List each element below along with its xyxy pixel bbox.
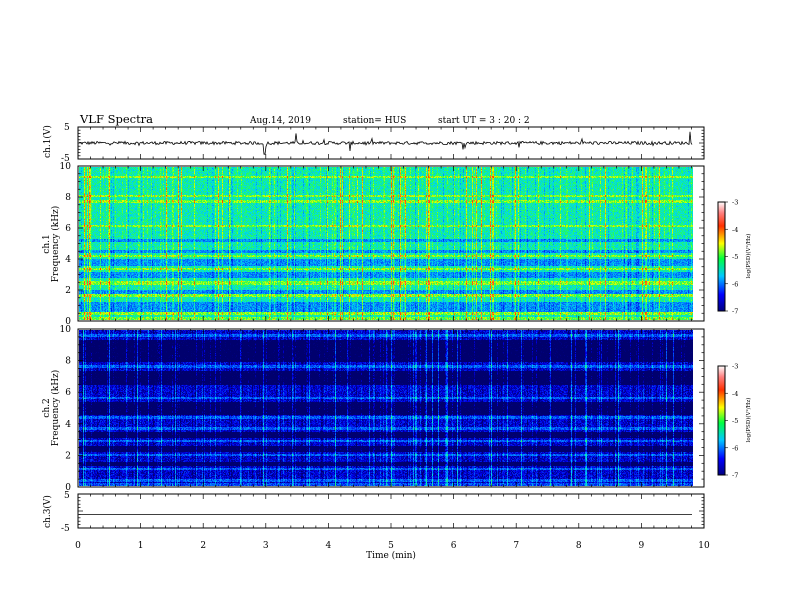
ch2-spec-ytick-label: 10 xyxy=(60,325,72,335)
ch1-wave-ytick-top: 5 xyxy=(64,123,70,133)
ch1-spec-ytick-label: 0 xyxy=(65,317,71,327)
ch3-wave-ytick-bottom: -5 xyxy=(61,524,70,534)
ch2-colorbar-tick-label: -7 xyxy=(732,472,738,480)
x-axis-tick-labels: 0 1 2 3 4 5 6 7 8 9 10 xyxy=(75,541,710,551)
ch2-spec-ylabel-frequency: Frequency (kHz) xyxy=(50,370,61,447)
ch1-colorbar-tick-label: -6 xyxy=(732,280,738,288)
ch2-colorbar-label: log(PSD)(V²/Hz) xyxy=(745,398,752,443)
ch1-waveform-panel: 5 -5 ch.1(V) xyxy=(42,123,705,164)
ch2-colorbar-tick-label: -5 xyxy=(732,417,738,425)
ch1-wave-ytick-bottom: -5 xyxy=(61,154,70,164)
ch1-colorbar-label: log(PSD)(V²/Hz) xyxy=(745,234,752,279)
x-tick-label: 6 xyxy=(451,541,457,551)
ch1-colorbar-tick-label: -3 xyxy=(732,199,738,207)
ch2-spec-ytick-label: 4 xyxy=(65,420,71,430)
x-tick-label: 0 xyxy=(75,541,81,551)
x-tick-label: 4 xyxy=(326,541,332,551)
ch3-waveform-ticks xyxy=(77,493,705,529)
ch1-spec-ylabel-channel: ch.1 xyxy=(42,234,52,253)
x-tick-label: 9 xyxy=(639,541,645,551)
figure-title: VLF Spectra xyxy=(79,112,153,126)
ch1-spectrogram-ticks xyxy=(77,165,705,322)
ch1-wave-ylabel: ch.1(V) xyxy=(42,125,53,158)
ch1-colorbar-tick-label: -4 xyxy=(732,226,738,234)
ch1-waveform-series xyxy=(78,131,693,155)
x-tick-label: 7 xyxy=(513,541,519,551)
ch1-spec-ytick-label: 10 xyxy=(60,162,72,172)
date-label: Aug.14, 2019 xyxy=(249,116,311,126)
ch2-spec-ylabel-channel: ch.2 xyxy=(42,398,52,417)
ch2-colorbar-ticks: -3 -4 -5 -6 -7 xyxy=(725,363,738,480)
ch2-colorbar-fill xyxy=(718,366,725,475)
ch1-spec-ytick-label: 6 xyxy=(65,224,71,234)
x-tick-label: 1 xyxy=(138,541,144,551)
ch1-spec-ytick-label: 4 xyxy=(65,255,71,265)
ch1-spec-ytick-label: 8 xyxy=(65,193,71,203)
ch2-spectrogram-panel: 0 2 4 6 8 10 ch.2 Frequency (kHz) xyxy=(42,325,705,493)
ch3-wave-ylabel: ch.3(V) xyxy=(42,495,53,528)
ch3-waveform-panel: 5 -5 ch.3(V) xyxy=(42,491,705,534)
ch2-spec-ytick-label: 2 xyxy=(65,451,71,461)
x-tick-label: 2 xyxy=(200,541,206,551)
station-label: station= HUS xyxy=(343,116,406,126)
ch2-colorbar-tick-label: -4 xyxy=(732,390,738,398)
ch2-colorbar-tick-label: -6 xyxy=(732,444,738,452)
ch2-spectrogram-ticks xyxy=(77,328,705,488)
ch1-colorbar-ticks: -3 -4 -5 -6 -7 xyxy=(725,199,738,316)
ch2-colorbar-tick-label: -3 xyxy=(732,363,738,371)
ch2-colorbar: -3 -4 -5 -6 -7 log(PSD)(V²/Hz) xyxy=(717,363,752,480)
x-tick-label: 8 xyxy=(576,541,582,551)
ch1-spec-ytick-label: 2 xyxy=(65,286,71,296)
ch1-colorbar-tick-label: -5 xyxy=(732,253,738,261)
ch2-spectrogram-yticks: 0 2 4 6 8 10 xyxy=(60,325,72,493)
ch3-waveform-frame xyxy=(77,493,705,529)
x-tick-label: 5 xyxy=(388,541,394,551)
ch1-spectrogram-panel: 0 2 4 6 8 10 ch.1 Frequency (kHz) xyxy=(42,162,705,327)
start-time-label: start UT = 3 : 20 : 2 xyxy=(438,116,530,126)
ch1-colorbar-fill xyxy=(718,202,725,311)
ch1-colorbar: -3 -4 -5 -6 -7 log(PSD)(V²/Hz) xyxy=(717,199,752,316)
x-axis-label: Time (min) xyxy=(366,550,416,561)
ch1-spec-ylabel-frequency: Frequency (kHz) xyxy=(50,206,61,283)
ch1-colorbar-tick-label: -7 xyxy=(732,308,738,316)
ch2-spec-ytick-label: 6 xyxy=(65,388,71,398)
ch2-spec-ytick-label: 0 xyxy=(65,483,71,493)
ch1-spectrogram-yticks: 0 2 4 6 8 10 xyxy=(60,162,72,327)
x-tick-label: 10 xyxy=(698,541,710,551)
ch1-waveform-ticks xyxy=(77,126,705,160)
ch1-spectrogram-heatmap xyxy=(79,167,693,320)
x-tick-label: 3 xyxy=(263,541,269,551)
ch2-spectrogram-heatmap xyxy=(79,330,693,486)
ch2-spec-ytick-label: 8 xyxy=(65,357,71,367)
ch3-wave-ytick-top: 5 xyxy=(64,491,70,501)
